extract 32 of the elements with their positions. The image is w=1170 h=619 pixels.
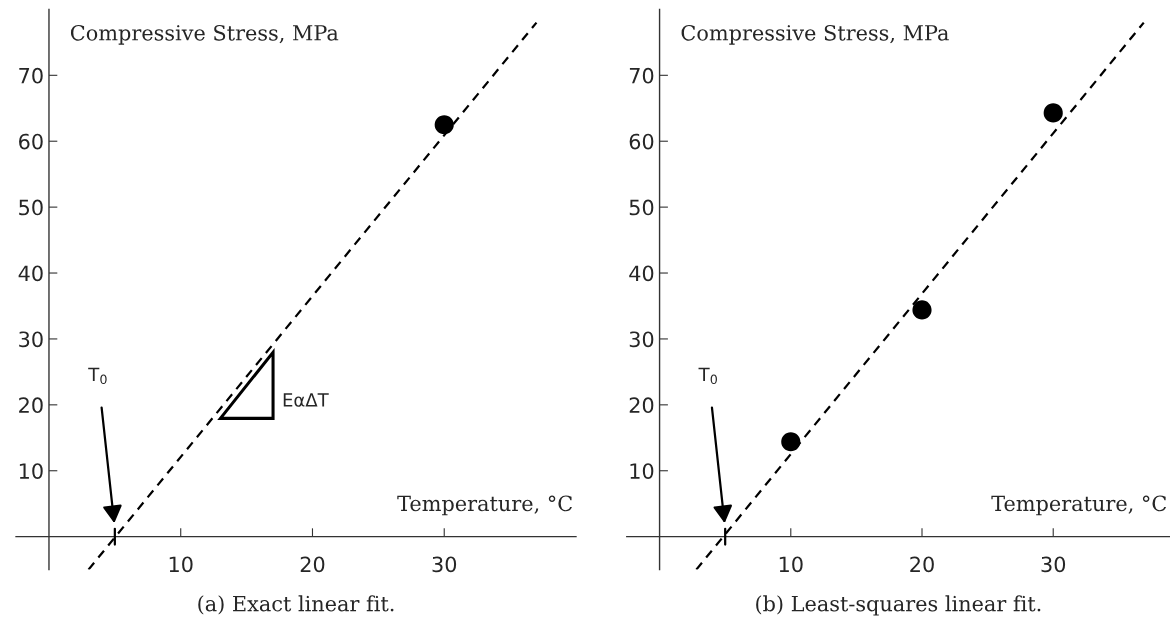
point [781, 432, 801, 452]
y-tick-label: 20 [19, 397, 43, 414]
y-tick-label: 10 [630, 463, 654, 479]
x-tick-label: 30 [1041, 556, 1066, 573]
point [912, 300, 932, 320]
x-axis-title: Temperature, °C [991, 495, 1167, 516]
y-tick-label: 70 [629, 67, 654, 84]
y-axis-title: Compressive Stress, MPa [681, 24, 949, 45]
text: (a) Exact linear fit. [198, 595, 394, 615]
y-tick-label: 40 [18, 265, 43, 282]
annotation: T$_{0}$ [88, 367, 107, 385]
y-tick-label: 30 [629, 331, 654, 348]
x-tick-label: 10 [779, 556, 803, 573]
point [1043, 103, 1063, 123]
y-tick-label: 60 [19, 133, 43, 150]
y-tick-label: 20 [629, 397, 654, 414]
y-tick-label: 50 [19, 199, 43, 216]
x-axis-title: Temperature, °C [397, 495, 572, 516]
y-tick-label: 50 [629, 199, 654, 216]
x-tick-label: 20 [300, 556, 325, 573]
text: (b) Least-squares linear fit. [756, 595, 1041, 616]
y-tick-label: 30 [19, 331, 43, 348]
y-tick-label: 60 [629, 133, 654, 150]
y-axis-title: Compressive Stress, MPa [70, 24, 339, 45]
y-tick-label: 70 [19, 67, 43, 84]
x-tick-label: 10 [169, 556, 193, 573]
x-tick-label: 20 [910, 556, 934, 573]
y-tick-label: 10 [19, 463, 43, 479]
x-tick-label: 30 [432, 556, 457, 573]
y-tick-label: 40 [629, 265, 654, 282]
annotation: T$_{0}$ [698, 367, 717, 385]
annotation: EαΔT [283, 393, 329, 407]
